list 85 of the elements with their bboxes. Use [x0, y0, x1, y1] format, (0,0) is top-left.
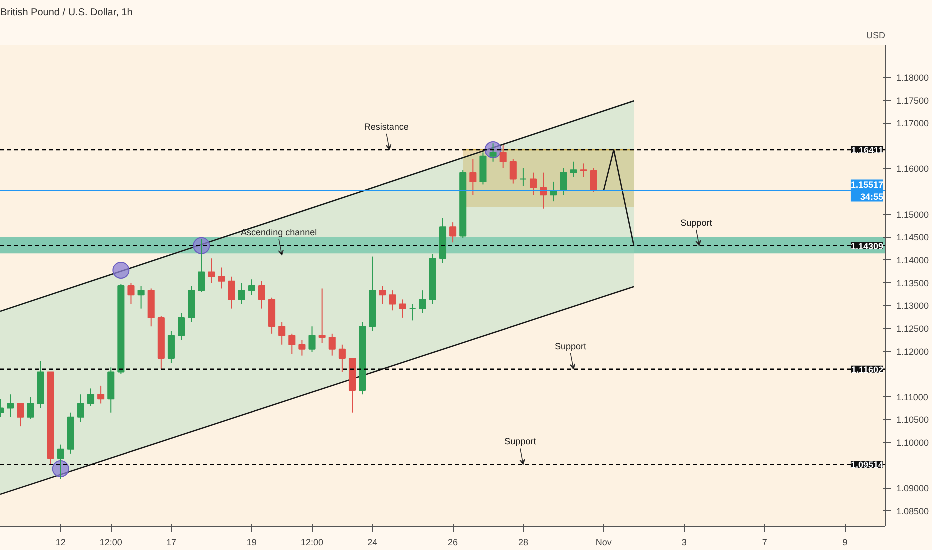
y-tick-label: 1.15000	[896, 210, 930, 220]
y-tick-label: 1.13000	[896, 301, 930, 312]
candlestick	[419, 290, 426, 314]
x-tick-label: 3	[682, 538, 687, 548]
candlestick	[258, 280, 266, 310]
y-tick-label: 1.17500	[896, 96, 930, 106]
ref-line-label: 1.14309	[850, 241, 884, 252]
candlestick	[318, 288, 326, 344]
candlestick	[389, 290, 396, 312]
candlestick	[399, 299, 406, 318]
candlestick	[87, 388, 95, 407]
candlestick	[57, 444, 64, 480]
x-tick-label: 9	[842, 538, 848, 548]
candlestick	[208, 258, 216, 284]
candlestick	[308, 326, 316, 353]
annotation: Support	[554, 341, 587, 352]
y-tick-label: 1.09000	[896, 484, 930, 494]
candlestick	[560, 168, 568, 196]
x-tick-label: 26	[448, 538, 458, 548]
candlestick	[178, 312, 186, 341]
candlestick	[510, 158, 517, 184]
candlestick	[138, 286, 145, 310]
candlestick	[198, 238, 206, 293]
candlestick	[550, 181, 558, 202]
annotation: Support	[680, 218, 713, 228]
candlestick	[470, 158, 477, 196]
y-tick-label: 1.12000	[896, 346, 930, 357]
candlestick	[490, 143, 497, 162]
candlestick	[7, 394, 14, 418]
y-tick-label: 1.12500	[896, 324, 930, 334]
candlestick	[77, 394, 84, 422]
y-tick-label: 1.13500	[896, 278, 930, 288]
y-tick-label: 1.11000	[896, 392, 928, 402]
candlestick	[128, 282, 135, 305]
x-tick-label: Nov	[596, 538, 612, 548]
candlestick	[379, 286, 386, 305]
candlestick	[530, 172, 538, 196]
candlestick	[570, 161, 578, 178]
y-tick-label: 1.10000	[896, 438, 930, 448]
y-tick-label: 1.14000	[896, 255, 930, 266]
x-tick-label: 17	[166, 538, 176, 548]
candlestick	[248, 279, 256, 296]
candlestick	[218, 267, 226, 290]
annotation: 34:55	[860, 192, 884, 202]
candlestick	[238, 282, 246, 305]
x-tick-label: 12	[56, 538, 66, 548]
candlestick	[298, 340, 306, 356]
candlestick	[168, 330, 175, 364]
y-tick-label: 1.14500	[896, 232, 930, 243]
x-tick-label: 12:00	[100, 538, 122, 548]
ref-line-label: 1.16411	[851, 145, 884, 156]
candlestick	[500, 144, 507, 169]
candlestick	[278, 322, 286, 346]
annotation: Support	[504, 436, 537, 447]
y-tick-label: 1.08500	[896, 506, 930, 516]
y-tick-label: 1.10500	[896, 415, 930, 426]
ref-line-label: 1.11602	[851, 364, 884, 375]
annotation: Ascending channel	[241, 227, 318, 238]
annotation: Resistance	[364, 122, 409, 132]
candlestick	[27, 396, 34, 420]
x-tick-label: 24	[368, 538, 378, 548]
x-tick-label: 28	[518, 538, 528, 548]
candlestick	[450, 222, 457, 244]
candlestick	[17, 403, 24, 428]
y-tick-label: 1.17000	[896, 118, 930, 129]
candlestick	[328, 333, 336, 356]
x-tick-label: 7	[762, 538, 768, 548]
point	[112, 262, 130, 279]
candlestick	[520, 168, 527, 187]
candlestick	[540, 172, 548, 210]
candlestick	[228, 276, 236, 310]
chart-title: British Pound / U.S. Dollar, 1h	[0, 8, 133, 18]
x-tick-label: 12:00	[301, 538, 324, 548]
ref-line-label: 1.09514	[850, 460, 884, 470]
ref-line-label: 1.15517	[850, 180, 884, 190]
candlestick	[98, 385, 105, 404]
candlestick	[338, 344, 346, 373]
y-tick-label: 1.16000	[896, 164, 930, 174]
candlestick	[580, 163, 588, 178]
candlestick	[409, 304, 416, 322]
y-tick-label: 1.18000	[896, 72, 930, 83]
candlestick	[288, 333, 296, 354]
candlestick	[590, 168, 598, 193]
y-axis-title: USD	[866, 30, 886, 40]
x-tick-label: 19	[246, 538, 257, 548]
